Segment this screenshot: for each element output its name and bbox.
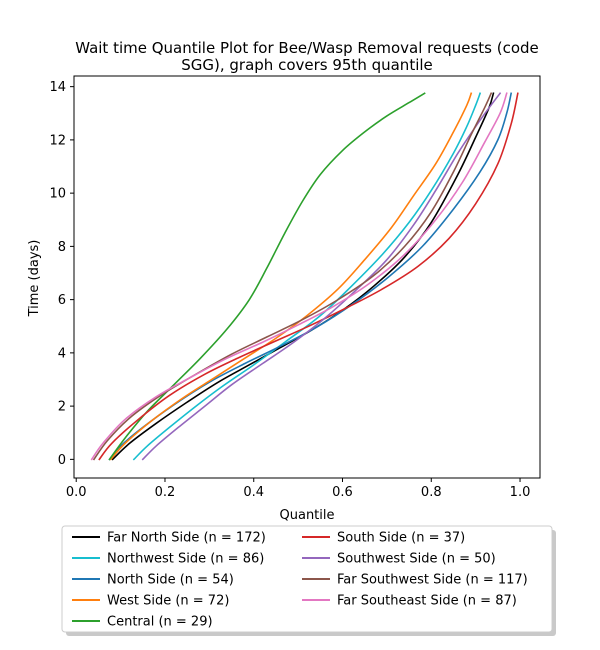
chart-title: Wait time Quantile Plot for Bee/Wasp Rem… [75, 39, 539, 74]
legend-label: West Side (n = 72) [107, 594, 229, 609]
legend-label: Far Southeast Side (n = 87) [337, 594, 517, 609]
legend-label: Central (n = 29) [107, 615, 213, 630]
x-axis-label: Quantile [280, 508, 335, 523]
legend-label: Northwest Side (n = 86) [107, 552, 264, 567]
x-tick-label: 0.8 [421, 485, 442, 500]
x-tick-label: 0.4 [243, 485, 264, 500]
series-line-3 [109, 92, 473, 461]
series-line-8 [90, 92, 508, 461]
chart-title-line-2: SGG), graph covers 95th quantile [181, 56, 433, 74]
legend-entry: Far Southeast Side (n = 87) [302, 594, 517, 609]
legend: Far North Side (n = 172) Northwest Side (… [61, 525, 556, 636]
series-line-5 [98, 92, 519, 461]
series-line-0 [111, 92, 495, 461]
series-line-1 [132, 92, 482, 461]
y-tick-label: 10 [49, 187, 66, 202]
y-axis-ticks: 0 2 4 6 8 10 12 14 [49, 80, 74, 468]
x-tick-label: 0.0 [66, 485, 87, 500]
y-tick-label: 6 [58, 293, 66, 308]
legend-label: Southwest Side (n = 50) [337, 552, 496, 567]
plot-frame [73, 75, 541, 479]
series-line-7 [92, 92, 493, 461]
legend-items: Far North Side (n = 172) Northwest Side (… [72, 531, 528, 630]
x-tick-label: 0.2 [155, 485, 176, 500]
y-tick-label: 2 [58, 400, 66, 415]
x-axis-ticks: 0.0 0.2 0.4 0.6 0.8 1.0 [66, 478, 530, 500]
y-tick-label: 8 [58, 240, 66, 255]
legend-entry: Southwest Side (n = 50) [302, 552, 496, 567]
y-tick-label: 14 [49, 80, 66, 95]
legend-entry: Central (n = 29) [72, 615, 213, 630]
series-line-2 [108, 92, 513, 461]
chart-title-line-1: Wait time Quantile Plot for Bee/Wasp Rem… [75, 39, 539, 57]
series-line-6 [141, 92, 502, 461]
series-lines [90, 92, 519, 461]
x-tick-label: 0.6 [332, 485, 353, 500]
legend-entry: North Side (n = 54) [72, 573, 234, 588]
legend-label: Far North Side (n = 172) [107, 531, 266, 546]
y-axis-label: Time (days) [27, 240, 42, 318]
y-tick-label: 4 [58, 346, 66, 361]
legend-label: North Side (n = 54) [107, 573, 234, 588]
y-tick-label: 12 [49, 133, 66, 148]
legend-entry: South Side (n = 37) [302, 531, 465, 546]
series-line-4 [108, 92, 426, 461]
legend-entry: West Side (n = 72) [72, 594, 229, 609]
y-tick-label: 0 [58, 453, 66, 468]
legend-entry: Northwest Side (n = 86) [72, 552, 264, 567]
legend-label: Far Southwest Side (n = 117) [337, 573, 528, 588]
x-tick-label: 1.0 [510, 485, 531, 500]
legend-entry: Far North Side (n = 172) [72, 531, 266, 546]
legend-label: South Side (n = 37) [337, 531, 465, 546]
legend-entry: Far Southwest Side (n = 117) [302, 573, 528, 588]
